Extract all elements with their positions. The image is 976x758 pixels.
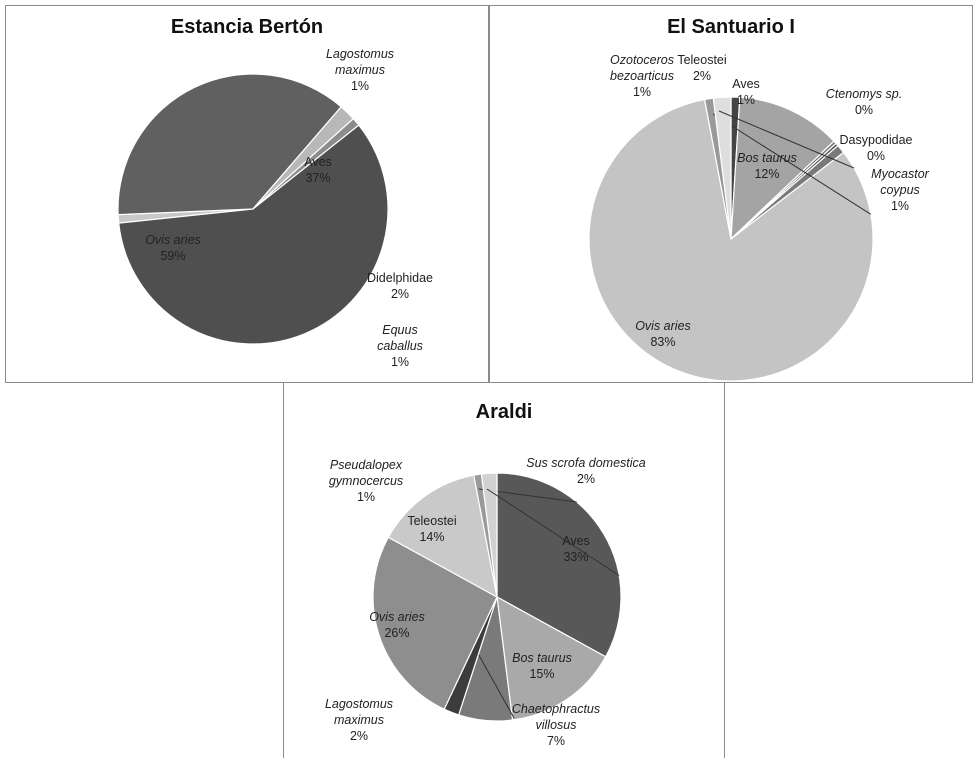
slice-label: Bos taurus 12% bbox=[737, 150, 797, 182]
slice-name: Aves bbox=[732, 77, 760, 91]
slice-percent: 14% bbox=[419, 530, 445, 544]
chart-title: Araldi bbox=[475, 401, 533, 423]
slice-label: Pseudalopex gymnocercus 1% bbox=[329, 457, 403, 505]
slice-name: Sus scrofa domestica bbox=[526, 456, 646, 470]
slice-name: Teleostei bbox=[407, 514, 457, 528]
slice-percent: 1% bbox=[350, 79, 370, 93]
chart-title: El Santuario I bbox=[667, 16, 795, 38]
pie-slice bbox=[480, 472, 498, 598]
slice-label: Aves 37% bbox=[304, 154, 332, 186]
leader-line bbox=[712, 113, 872, 215]
slice-label: Teleostei 14% bbox=[407, 513, 456, 545]
slice-name: maximus bbox=[334, 63, 386, 77]
slice-name: Aves bbox=[562, 534, 590, 548]
slice-name: Bos taurus bbox=[737, 151, 797, 165]
slice-percent: 1% bbox=[356, 490, 376, 504]
slice-label: Didelphidae 2% bbox=[367, 270, 433, 302]
slice-percent: 12% bbox=[754, 167, 780, 181]
slice-label: Sus scrofa domestica 2% bbox=[526, 455, 646, 487]
slice-percent: 0% bbox=[866, 149, 886, 163]
slice-name: Ctenomys sp. bbox=[825, 87, 903, 101]
pie-chart-estancia-berton: Estancia Bertón Lagostomus maximus 1% Aves 3… bbox=[5, 5, 489, 383]
slice-label: Ozotoceros bezoarticus 1% bbox=[610, 52, 674, 100]
slice-name: Chaetophractus bbox=[511, 702, 601, 716]
pie-slice bbox=[117, 73, 343, 216]
slice-name: Pseudalopex bbox=[329, 458, 403, 472]
slice-percent: 26% bbox=[384, 626, 410, 640]
slice-name: caballus bbox=[377, 339, 423, 353]
slice-percent: 1% bbox=[736, 93, 756, 107]
slice-name: Lagostomus bbox=[324, 697, 394, 711]
slice-name: Ozotoceros bbox=[610, 53, 674, 67]
slice-name: Equus bbox=[382, 323, 418, 337]
slice-name: villosus bbox=[535, 718, 577, 732]
slice-percent: 83% bbox=[650, 335, 676, 349]
slice-label: Lagostomus maximus 1% bbox=[326, 46, 394, 94]
slice-name: Teleostei bbox=[677, 53, 727, 67]
pie-svg bbox=[372, 472, 622, 722]
pie-chart-araldi: Araldi Aves 33% Bos taurus 15% Chaetophractu… bbox=[283, 383, 725, 758]
slice-label: Chaetophractus villosus 7% bbox=[512, 701, 600, 749]
slice-percent: 37% bbox=[305, 171, 331, 185]
slice-name: Ovis aries bbox=[369, 610, 425, 624]
slice-percent: 2% bbox=[390, 287, 410, 301]
slice-label: Aves 33% bbox=[562, 533, 590, 565]
pie-svg bbox=[588, 96, 874, 382]
slice-name: Dasypodidae bbox=[839, 133, 913, 147]
slice-label: Lagostomus maximus 2% bbox=[325, 696, 393, 744]
slice-percent: 2% bbox=[349, 729, 369, 743]
slice-name: Myocastor bbox=[871, 167, 929, 181]
slice-label: Ctenomys sp. 0% bbox=[826, 86, 902, 118]
slice-label: Dasypodidae 0% bbox=[840, 132, 913, 164]
slice-percent: 15% bbox=[529, 667, 555, 681]
slice-label: Ovis aries 59% bbox=[145, 232, 201, 264]
pie-slice bbox=[118, 124, 389, 345]
slice-percent: 59% bbox=[160, 249, 186, 263]
slice-percent: 1% bbox=[632, 85, 652, 99]
slice-label: Bos taurus 15% bbox=[512, 650, 572, 682]
slice-label: Ovis aries 26% bbox=[369, 609, 425, 641]
slice-name: gymnocercus bbox=[328, 474, 404, 488]
slice-percent: 2% bbox=[576, 472, 596, 486]
slice-label: Aves 1% bbox=[732, 76, 760, 108]
slice-percent: 0% bbox=[854, 103, 874, 117]
slice-percent: 2% bbox=[692, 69, 712, 83]
chart-title: Estancia Bertón bbox=[170, 16, 324, 38]
slice-name: Bos taurus bbox=[512, 651, 572, 665]
pie-slice bbox=[730, 96, 835, 241]
slice-name: Lagostomus bbox=[325, 47, 395, 61]
slice-name: Aves bbox=[304, 155, 332, 169]
leader-line bbox=[486, 488, 620, 576]
slice-percent: 33% bbox=[563, 550, 589, 564]
slice-name: Ovis aries bbox=[635, 319, 691, 333]
leader-line bbox=[718, 110, 855, 169]
slice-label: Ovis aries 83% bbox=[635, 318, 691, 350]
pie-chart-el-santuario: El Santuario I Aves 1% Bos taurus 12% Ctenom… bbox=[489, 5, 973, 383]
slice-name: coypus bbox=[880, 183, 920, 197]
slice-name: Ovis aries bbox=[145, 233, 201, 247]
slice-percent: 1% bbox=[890, 199, 910, 213]
pie-slice bbox=[588, 98, 874, 382]
slice-label: Equus caballus 1% bbox=[377, 322, 423, 370]
slice-percent: 7% bbox=[546, 734, 566, 748]
slice-percent: 1% bbox=[390, 355, 410, 369]
slice-name: Didelphidae bbox=[366, 271, 434, 285]
slice-label: Teleostei 2% bbox=[677, 52, 726, 84]
pie-slice bbox=[712, 96, 732, 240]
pie-svg bbox=[117, 73, 389, 345]
slice-name: maximus bbox=[333, 713, 385, 727]
pie-slice bbox=[496, 472, 622, 658]
slice-name: bezoarticus bbox=[610, 69, 674, 83]
slice-label: Myocastor coypus 1% bbox=[871, 166, 929, 214]
pie-slice bbox=[496, 595, 607, 721]
pie-slice bbox=[387, 474, 498, 599]
